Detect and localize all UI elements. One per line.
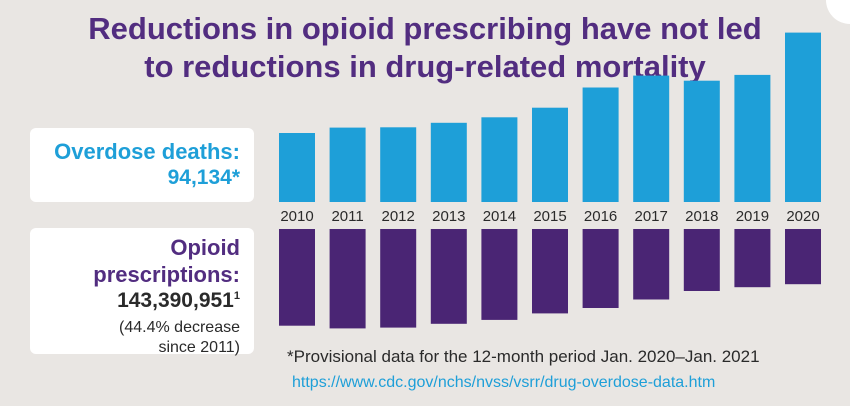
opioid-prescriptions-bar-2018 <box>684 229 720 291</box>
footnote: *Provisional data for the 12-month perio… <box>287 346 760 368</box>
opioid-prescriptions-bar-2016 <box>583 229 619 308</box>
overdose-deaths-bars <box>279 33 821 202</box>
year-label-2011: 2011 <box>331 208 363 225</box>
opioid-prescriptions-bar-2019 <box>734 229 770 287</box>
overdose-deaths-bar-2020 <box>785 33 821 202</box>
year-label-2013: 2013 <box>432 208 465 225</box>
opioid-prescriptions-bar-2015 <box>532 229 568 313</box>
overdose-deaths-bar-2011 <box>330 128 366 202</box>
overdose-deaths-bar-2016 <box>583 88 619 203</box>
year-label-2016: 2016 <box>584 208 617 225</box>
overdose-deaths-bar-2017 <box>633 76 669 202</box>
opioid-prescriptions-bar-2012 <box>380 229 416 328</box>
overdose-deaths-bar-2013 <box>431 123 467 202</box>
overdose-deaths-bar-2015 <box>532 108 568 202</box>
opioid-prescriptions-bar-2011 <box>330 229 366 328</box>
year-label-2015: 2015 <box>533 208 566 225</box>
year-label-2010: 2010 <box>280 208 313 225</box>
year-label-2019: 2019 <box>736 208 769 225</box>
overdose-deaths-bar-2019 <box>734 75 770 202</box>
opioid-prescriptions-bar-2020 <box>785 229 821 284</box>
opioid-prescriptions-bar-2017 <box>633 229 669 300</box>
opioid-prescriptions-bar-2010 <box>279 229 315 326</box>
overdose-deaths-bar-2018 <box>684 81 720 202</box>
year-label-2018: 2018 <box>685 208 718 225</box>
opioid-prescription-bars <box>279 229 821 328</box>
overdose-deaths-bar-2010 <box>279 133 315 202</box>
overdose-deaths-bar-2012 <box>380 127 416 202</box>
year-label-2014: 2014 <box>483 208 516 225</box>
year-label-2012: 2012 <box>382 208 415 225</box>
year-label-2020: 2020 <box>786 208 819 225</box>
overdose-deaths-bar-2014 <box>481 117 517 202</box>
opioid-prescriptions-bar-2014 <box>481 229 517 320</box>
year-labels: 2010 2011 2012 2013 2014 2015 2016 2017 2018 2019… <box>280 208 819 225</box>
source-link[interactable]: https://www.cdc.gov/nchs/nvss/vsrr/drug-… <box>292 372 715 394</box>
year-label-2017: 2017 <box>635 208 668 225</box>
opioid-prescriptions-bar-2013 <box>431 229 467 324</box>
